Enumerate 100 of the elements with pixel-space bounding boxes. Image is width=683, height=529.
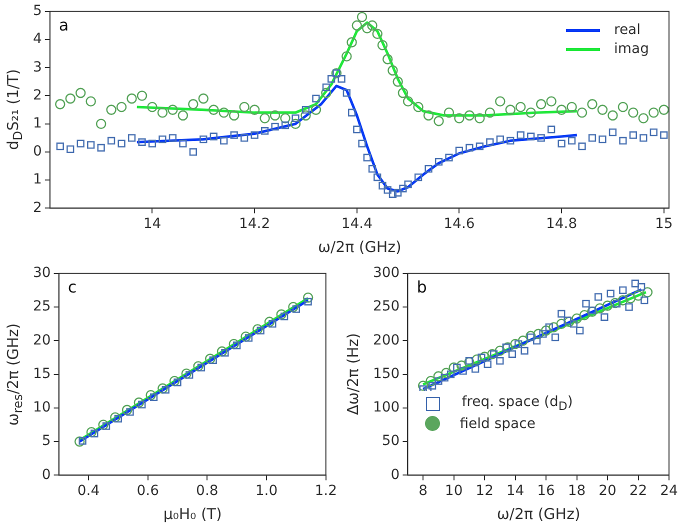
- y-axis-title: Δω/2π (Hz): [344, 333, 362, 416]
- x-tick-label: 0.8: [196, 483, 218, 500]
- point: [252, 324, 263, 334]
- x-tick-label: 15: [654, 216, 673, 232]
- point: [532, 336, 541, 344]
- y-tick-label: 0: [32, 144, 42, 160]
- point: [264, 316, 275, 327]
- point: [98, 420, 108, 430]
- point: [610, 298, 620, 308]
- x-tick-label: 16: [537, 483, 556, 500]
- x-tick-label: 24: [660, 483, 678, 500]
- y-tick-label: 1: [32, 172, 42, 188]
- y-tick-label: 300: [372, 265, 400, 282]
- point: [418, 380, 428, 391]
- y-tick-label: 4: [32, 31, 42, 48]
- point: [640, 296, 648, 304]
- point: [540, 325, 552, 336]
- point: [625, 303, 633, 311]
- point: [490, 350, 498, 358]
- x-tick-label: 14: [143, 216, 162, 232]
- y-tick-label: 0: [42, 466, 51, 483]
- y-tick-label: 1: [32, 116, 42, 132]
- x-tick-label: 1.0: [255, 483, 278, 500]
- point: [122, 404, 132, 416]
- point: [526, 330, 536, 342]
- point: [216, 346, 228, 357]
- legend-label: imag: [614, 41, 649, 58]
- point: [494, 346, 506, 356]
- y-tick-label: 15: [32, 366, 51, 382]
- point: [150, 393, 158, 402]
- point: [619, 286, 627, 294]
- point: [110, 412, 120, 422]
- x-tick-label: 0.4: [77, 483, 100, 500]
- x-axis-title: ω/2π (GHz): [318, 238, 402, 256]
- point: [588, 306, 596, 314]
- point: [551, 333, 560, 342]
- x-tick-label: 22: [629, 483, 648, 500]
- x-tick-label: 0.6: [136, 483, 160, 500]
- point: [426, 376, 436, 386]
- y-tick-label: 2: [32, 87, 42, 104]
- x-tick-label: 14.4: [341, 216, 373, 232]
- point: [518, 336, 528, 346]
- legend-label: freq. space (d$_{D}$): [462, 394, 573, 413]
- point: [459, 367, 467, 375]
- point: [186, 371, 194, 379]
- point: [240, 331, 251, 342]
- point: [508, 350, 516, 358]
- point: [428, 382, 436, 390]
- point: [556, 318, 567, 329]
- annotation: c: [68, 278, 77, 297]
- annotation: a: [58, 16, 69, 35]
- y-tick-label: 20: [32, 332, 51, 348]
- y-tick-label: 2: [32, 200, 42, 216]
- point: [446, 370, 455, 378]
- y-tick-label: 5: [32, 3, 42, 20]
- y-tick-label: 30: [32, 265, 51, 282]
- point: [456, 360, 467, 371]
- point: [558, 310, 566, 318]
- point: [102, 422, 110, 430]
- point: [510, 338, 520, 350]
- point: [572, 313, 582, 324]
- point: [256, 326, 264, 334]
- point: [280, 312, 288, 320]
- point: [502, 344, 510, 352]
- y-tick-label: 100: [372, 400, 400, 416]
- point: [479, 352, 490, 362]
- point: [526, 333, 535, 342]
- y-tick-label: 50: [382, 433, 400, 450]
- point: [162, 386, 170, 394]
- point: [169, 376, 180, 386]
- point: [302, 292, 314, 303]
- point: [520, 346, 528, 355]
- x-tick-label: 10: [444, 483, 463, 500]
- y-tick-label: 250: [372, 298, 400, 315]
- point: [582, 300, 590, 308]
- point: [548, 322, 559, 332]
- point: [545, 323, 553, 332]
- point: [228, 338, 240, 350]
- point: [233, 342, 241, 350]
- point: [138, 400, 146, 408]
- point: [193, 361, 204, 372]
- point: [579, 310, 590, 320]
- point: [209, 356, 217, 364]
- point: [197, 364, 206, 372]
- point: [134, 397, 144, 408]
- point: [126, 408, 134, 416]
- point: [533, 328, 544, 340]
- point: [618, 295, 628, 306]
- point: [146, 390, 156, 400]
- point: [472, 354, 482, 365]
- point: [90, 430, 98, 438]
- point: [625, 293, 636, 304]
- point: [594, 293, 602, 301]
- point: [464, 357, 474, 368]
- point: [606, 290, 614, 298]
- point: [576, 326, 584, 334]
- point: [244, 334, 253, 342]
- point: [440, 368, 452, 378]
- x-tick-label: 14: [506, 483, 524, 500]
- point: [600, 313, 608, 321]
